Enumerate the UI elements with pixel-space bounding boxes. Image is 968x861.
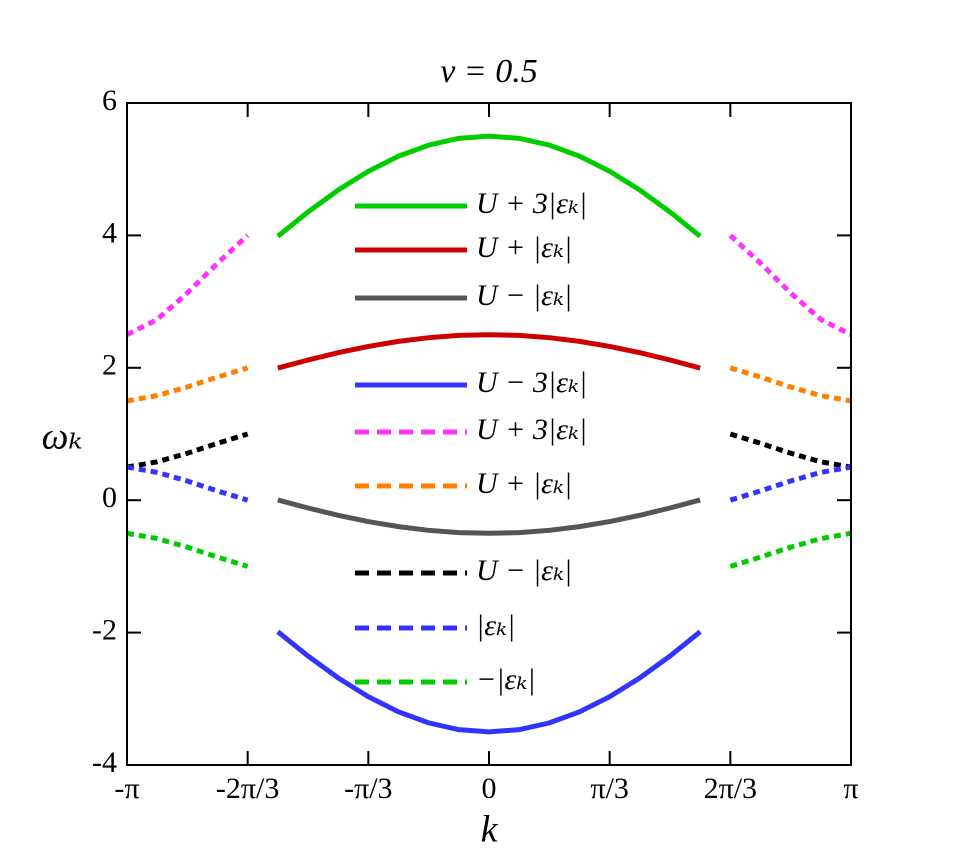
legend-label: |εₖ| — [476, 609, 515, 642]
series-line — [126, 464, 852, 503]
legend-label: U + 3|εₖ| — [476, 187, 587, 220]
legend-label: U − |εₖ| — [476, 279, 572, 312]
series-line — [126, 530, 852, 569]
x-tick-label: -2π/3 — [216, 772, 279, 805]
plot-frame — [126, 102, 852, 766]
series-line — [277, 332, 701, 371]
x-tick-label: -π/3 — [344, 772, 392, 805]
y-tick-label: -4 — [92, 746, 117, 779]
x-tick-label: π/3 — [590, 772, 628, 805]
y-tick-label: 0 — [102, 481, 117, 514]
series-line — [126, 365, 852, 404]
y-axis-label: ωₖ — [42, 416, 83, 458]
series-line — [276, 629, 702, 735]
x-tick-label: -π — [114, 772, 139, 805]
x-tick-label: 0 — [482, 772, 497, 805]
series-line — [126, 431, 852, 470]
series-line — [277, 497, 701, 536]
y-tick-label: 6 — [102, 84, 117, 117]
legend-label: U + |εₖ| — [476, 231, 572, 264]
chart-title: v = 0.5 — [440, 53, 538, 90]
y-tick-label: 2 — [102, 349, 117, 382]
legend-label: U + 3|εₖ| — [476, 413, 587, 446]
series-line — [276, 133, 702, 239]
x-tick-label: π — [843, 772, 858, 805]
x-tick-label: 2π/3 — [704, 772, 757, 805]
x-axis-label: k — [481, 809, 499, 851]
legend-label: U + |εₖ| — [476, 467, 572, 500]
y-tick-label: 4 — [102, 216, 117, 249]
legend-label: −|εₖ| — [476, 663, 536, 696]
y-tick-label: -2 — [92, 613, 117, 646]
legend-label: U − 3|εₖ| — [476, 366, 587, 399]
legend-label: U − |εₖ| — [476, 554, 572, 587]
series-line — [125, 233, 853, 337]
